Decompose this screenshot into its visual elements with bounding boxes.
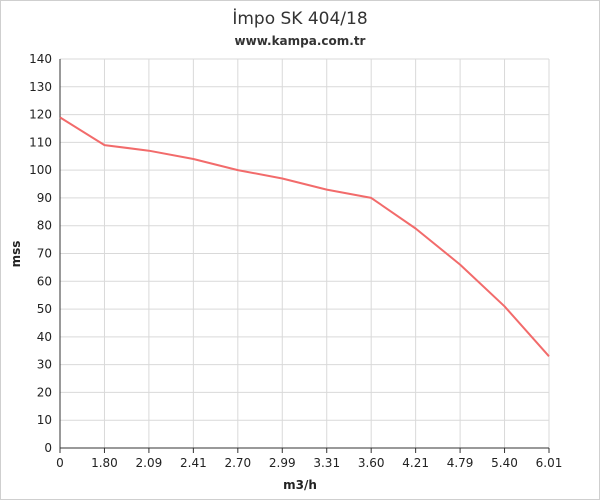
chart-subtitle: www.kampa.com.tr (235, 34, 366, 48)
chart-title: İmpo SK 404/18 (232, 8, 367, 29)
y-axis-ticks: 0 10 20 30 40 50 60 70 80 90 100 110 120 130 140 (29, 52, 52, 455)
x-tick-label: 2.09 (136, 456, 163, 470)
x-tick-label: 2.99 (269, 456, 296, 470)
x-tick-label: 4.79 (447, 456, 474, 470)
y-tick-label: 50 (37, 302, 52, 316)
x-tick-label: 3.31 (313, 456, 340, 470)
grid (60, 58, 550, 448)
y-tick-label: 130 (29, 80, 52, 94)
series-line (59, 116, 550, 357)
x-tick-label: 0 (56, 456, 64, 470)
y-tick-label: 10 (37, 413, 52, 427)
series-layer (59, 116, 550, 357)
x-tick-label: 3.60 (358, 456, 385, 470)
y-tick-label: 120 (29, 108, 52, 122)
x-tick-label: 1.80 (91, 456, 118, 470)
x-tick-label: 6.01 (536, 456, 563, 470)
y-tick-label: 30 (37, 358, 52, 372)
y-axis-label: mss (9, 241, 23, 268)
x-axis-label: m3/h (283, 478, 317, 492)
y-tick-label: 100 (29, 163, 52, 177)
x-tick-label: 2.41 (180, 456, 207, 470)
y-tick-label: 0 (44, 441, 52, 455)
y-tick-label: 40 (37, 330, 52, 344)
x-tick-label: 2.70 (224, 456, 251, 470)
y-tick-label: 20 (37, 385, 52, 399)
y-tick-label: 80 (37, 219, 52, 233)
y-tick-label: 90 (37, 191, 52, 205)
y-tick-label: 110 (29, 135, 52, 149)
x-tick-label: 4.21 (402, 456, 429, 470)
x-axis-ticks: 0 1.80 2.09 2.41 2.70 2.99 3.31 3.60 4.21 4.79 5.4… (56, 448, 562, 470)
y-tick-label: 140 (29, 52, 52, 66)
y-tick-label: 60 (37, 274, 52, 288)
y-tick-label: 70 (37, 247, 52, 261)
axes (59, 59, 549, 449)
x-tick-label: 5.40 (491, 456, 518, 470)
